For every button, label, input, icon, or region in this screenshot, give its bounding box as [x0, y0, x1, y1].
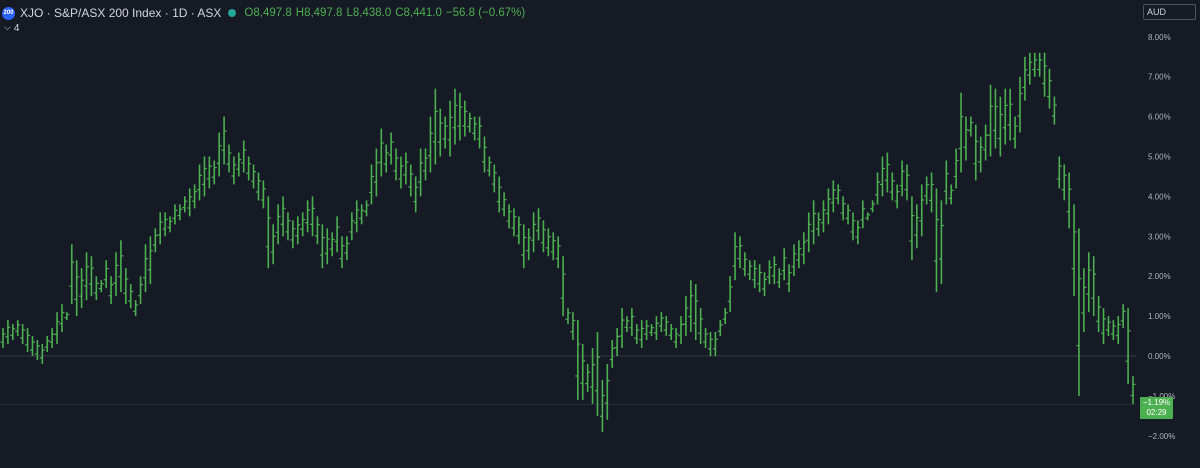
y-tick-label: 7.00% — [1148, 73, 1171, 82]
symbol-legend[interactable]: 200 XJO · S&P/ASX 200 Index · 1D · ASX O… — [2, 4, 525, 22]
ohlc-values: O8,497.8 H8,497.8 L8,438.0 C8,441.0 −56.… — [244, 7, 525, 19]
collapse-indicators-button[interactable]: ⌵ 4 — [4, 22, 20, 34]
index-logo: 200 — [2, 6, 15, 20]
y-tick-label: 0.00% — [1148, 352, 1171, 361]
last-price-badge: −1.19% 02:29 — [1140, 397, 1173, 419]
y-tick-label: 2.00% — [1148, 272, 1171, 281]
market-status-icon — [228, 9, 237, 17]
high-value: H8,497.8 — [295, 7, 343, 19]
bar-countdown: 02:29 — [1146, 408, 1167, 417]
y-tick-label: 3.00% — [1148, 232, 1171, 241]
currency-selector[interactable]: AUD — [1143, 4, 1196, 20]
last-price-value: −1.19% — [1142, 398, 1171, 407]
y-tick-label: −1.00% — [1148, 392, 1175, 401]
y-tick-label: 8.00% — [1148, 33, 1171, 42]
change-value: −56.8 (−0.67%) — [445, 7, 526, 19]
y-tick-label: 6.00% — [1148, 113, 1171, 122]
symbol-title[interactable]: XJO · S&P/ASX 200 Index · 1D · ASX — [20, 6, 222, 20]
y-tick-label: −2.00% — [1148, 432, 1175, 441]
close-value: C8,441.0 — [395, 7, 442, 19]
indicator-count: 4 — [13, 23, 20, 34]
open-value: O8,497.8 — [244, 7, 292, 19]
y-tick-label: 1.00% — [1148, 312, 1171, 321]
low-value: L8,438.0 — [346, 7, 392, 19]
y-tick-label: 5.00% — [1148, 153, 1171, 162]
chevron-down-icon: ⌵ — [4, 22, 11, 32]
y-tick-label: 4.00% — [1148, 192, 1171, 201]
